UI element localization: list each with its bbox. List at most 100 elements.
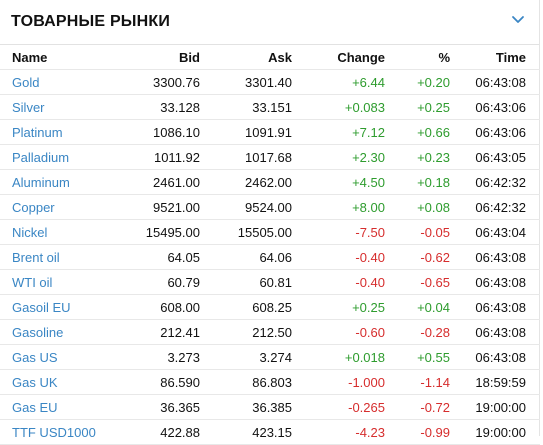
ask-value: 2462.00: [200, 169, 292, 195]
commodity-link[interactable]: Nickel: [12, 224, 48, 240]
percent-value: -0.72: [385, 394, 450, 420]
commodity-link[interactable]: WTI oil: [12, 274, 53, 290]
table-row[interactable]: Nickel 15495.00 15505.00 -7.50 -0.05 06:43:04: [0, 219, 540, 245]
commodity-name-cell: Gas EU: [0, 394, 104, 420]
table-row[interactable]: Gold 3300.76 3301.40 +6.44 +0.20 06:43:08: [0, 69, 540, 95]
time-value: 06:42:32: [450, 169, 540, 195]
change-value: +0.018: [292, 344, 385, 370]
table-row[interactable]: Platinum 1086.10 1091.91 +7.12 +0.66 06:43:06: [0, 119, 540, 145]
commodity-name-cell: Gasoline: [0, 319, 104, 345]
bid-value: 3300.76: [104, 69, 200, 95]
bid-value: 422.88: [104, 419, 200, 445]
commodity-name-cell: Aluminum: [0, 169, 104, 195]
ask-value: 608.25: [200, 294, 292, 320]
table-row[interactable]: Gasoline 212.41 212.50 -0.60 -0.28 06:43:08: [0, 319, 540, 345]
time-value: 06:43:08: [450, 319, 540, 345]
commodity-name-cell: Copper: [0, 194, 104, 220]
table-row[interactable]: Gas EU 36.365 36.385 -0.265 -0.72 19:00:00: [0, 394, 540, 420]
widget-title: ТОВАРНЫЕ РЫНКИ: [11, 13, 171, 30]
table-row[interactable]: Aluminum 2461.00 2462.00 +4.50 +0.18 06:42:32: [0, 169, 540, 195]
time-value: 19:00:00: [450, 419, 540, 445]
column-header-ask[interactable]: Ask: [200, 45, 292, 70]
table-row[interactable]: WTI oil 60.79 60.81 -0.40 -0.65 06:43:08: [0, 269, 540, 295]
change-value: -0.60: [292, 319, 385, 345]
ask-value: 3.274: [200, 344, 292, 370]
commodity-link[interactable]: Gasoline: [12, 324, 64, 340]
commodity-link[interactable]: Gas UK: [12, 374, 58, 390]
bid-value: 36.365: [104, 394, 200, 420]
chevron-down-icon[interactable]: [511, 14, 525, 26]
column-header-name[interactable]: Name: [0, 45, 104, 70]
table-row[interactable]: Silver 33.128 33.151 +0.083 +0.25 06:43:06: [0, 94, 540, 120]
change-value: +8.00: [292, 194, 385, 220]
ask-value: 1091.91: [200, 119, 292, 145]
time-value: 06:42:32: [450, 194, 540, 220]
bid-value: 9521.00: [104, 194, 200, 220]
time-value: 19:00:00: [450, 394, 540, 420]
ask-value: 33.151: [200, 94, 292, 120]
time-value: 06:43:08: [450, 294, 540, 320]
commodity-link[interactable]: Gold: [12, 74, 40, 90]
percent-value: -0.62: [385, 244, 450, 270]
time-value: 06:43:06: [450, 119, 540, 145]
widget-header: ТОВАРНЫЕ РЫНКИ: [0, 0, 539, 45]
table-row[interactable]: Gasoil EU 608.00 608.25 +0.25 +0.04 06:43:08: [0, 294, 540, 320]
table-body: Gold 3300.76 3301.40 +6.44 +0.20 06:43:08 Silv…: [0, 69, 540, 445]
bid-value: 64.05: [104, 244, 200, 270]
commodity-name-cell: Brent oil: [0, 244, 104, 270]
commodity-link[interactable]: Aluminum: [12, 174, 70, 190]
table-row[interactable]: TTF USD1000 422.88 423.15 -4.23 -0.99 19:00:0…: [0, 419, 540, 445]
time-value: 18:59:59: [450, 369, 540, 395]
ask-value: 60.81: [200, 269, 292, 295]
column-header-percent[interactable]: %: [385, 45, 450, 70]
commodity-link[interactable]: Palladium: [12, 149, 70, 165]
change-value: -7.50: [292, 219, 385, 245]
time-value: 06:43:04: [450, 219, 540, 245]
commodity-name-cell: Gold: [0, 69, 104, 95]
bid-value: 212.41: [104, 319, 200, 345]
bid-value: 1011.92: [104, 144, 200, 170]
ask-value: 64.06: [200, 244, 292, 270]
percent-value: +0.08: [385, 194, 450, 220]
commodity-name-cell: Nickel: [0, 219, 104, 245]
commodity-name-cell: TTF USD1000: [0, 419, 104, 445]
commodity-link[interactable]: Brent oil: [12, 249, 60, 265]
percent-value: +0.55: [385, 344, 450, 370]
ask-value: 9524.00: [200, 194, 292, 220]
time-value: 06:43:05: [450, 144, 540, 170]
change-value: -0.40: [292, 269, 385, 295]
percent-value: +0.20: [385, 69, 450, 95]
change-value: +2.30: [292, 144, 385, 170]
commodity-link[interactable]: Gas EU: [12, 399, 58, 415]
change-value: -0.265: [292, 394, 385, 420]
commodity-link[interactable]: Copper: [12, 199, 55, 215]
bid-value: 608.00: [104, 294, 200, 320]
commodity-name-cell: Gasoil EU: [0, 294, 104, 320]
table-row[interactable]: Brent oil 64.05 64.06 -0.40 -0.62 06:43:08: [0, 244, 540, 270]
commodity-link[interactable]: TTF USD1000: [12, 424, 96, 440]
commodity-name-cell: Gas UK: [0, 369, 104, 395]
column-header-bid[interactable]: Bid: [104, 45, 200, 70]
commodity-name-cell: Platinum: [0, 119, 104, 145]
ask-value: 423.15: [200, 419, 292, 445]
table-row[interactable]: Palladium 1011.92 1017.68 +2.30 +0.23 06:43:0…: [0, 144, 540, 170]
column-header-change[interactable]: Change: [292, 45, 385, 70]
commodity-link[interactable]: Platinum: [12, 124, 63, 140]
percent-value: +0.25: [385, 94, 450, 120]
commodity-link[interactable]: Gas US: [12, 349, 58, 365]
commodity-name-cell: Palladium: [0, 144, 104, 170]
percent-value: -1.14: [385, 369, 450, 395]
percent-value: -0.05: [385, 219, 450, 245]
table-row[interactable]: Gas US 3.273 3.274 +0.018 +0.55 06:43:08: [0, 344, 540, 370]
bid-value: 15495.00: [104, 219, 200, 245]
commodity-link[interactable]: Silver: [12, 99, 45, 115]
change-value: +7.12: [292, 119, 385, 145]
table-row[interactable]: Gas UK 86.590 86.803 -1.000 -1.14 18:59:59: [0, 369, 540, 395]
time-value: 06:43:08: [450, 269, 540, 295]
bid-value: 1086.10: [104, 119, 200, 145]
table-row[interactable]: Copper 9521.00 9524.00 +8.00 +0.08 06:42:32: [0, 194, 540, 220]
time-value: 06:43:08: [450, 69, 540, 95]
column-header-time[interactable]: Time: [450, 45, 540, 70]
ask-value: 212.50: [200, 319, 292, 345]
commodity-link[interactable]: Gasoil EU: [12, 299, 71, 315]
